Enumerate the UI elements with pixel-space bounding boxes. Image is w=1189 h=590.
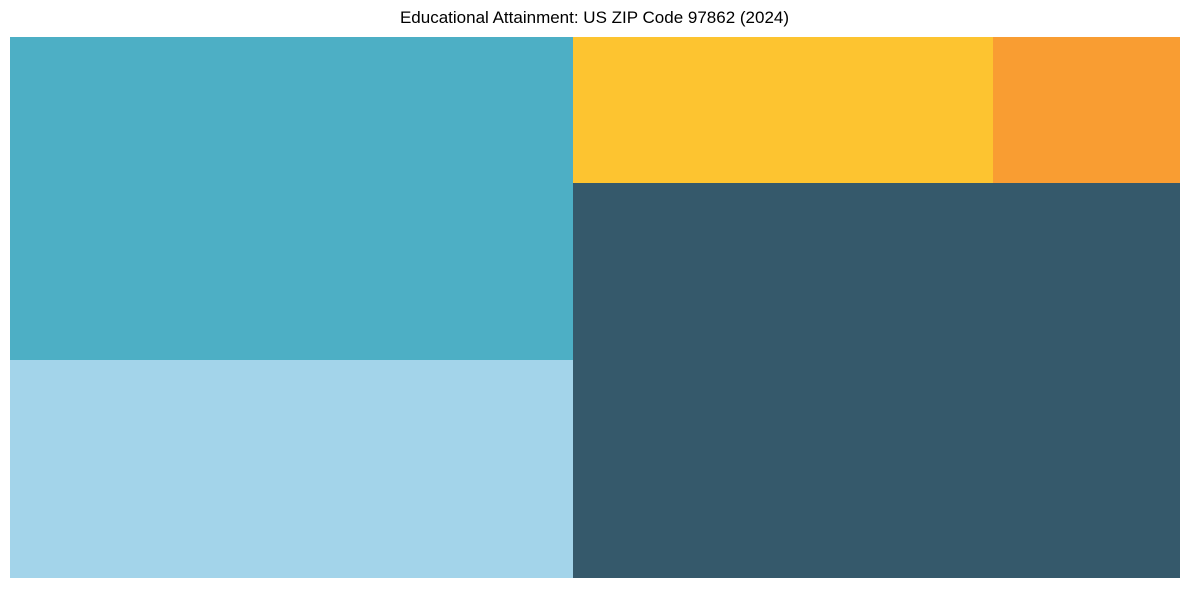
treemap-tile-orange[interactable] xyxy=(993,37,1180,183)
chart-title: Educational Attainment: US ZIP Code 9786… xyxy=(399,8,790,27)
treemap-tile-dark-slate[interactable] xyxy=(573,183,1180,578)
treemap-tile-light-blue[interactable] xyxy=(10,360,573,578)
treemap-tile-yellow[interactable] xyxy=(573,37,993,183)
treemap-tile-teal[interactable] xyxy=(10,37,573,360)
